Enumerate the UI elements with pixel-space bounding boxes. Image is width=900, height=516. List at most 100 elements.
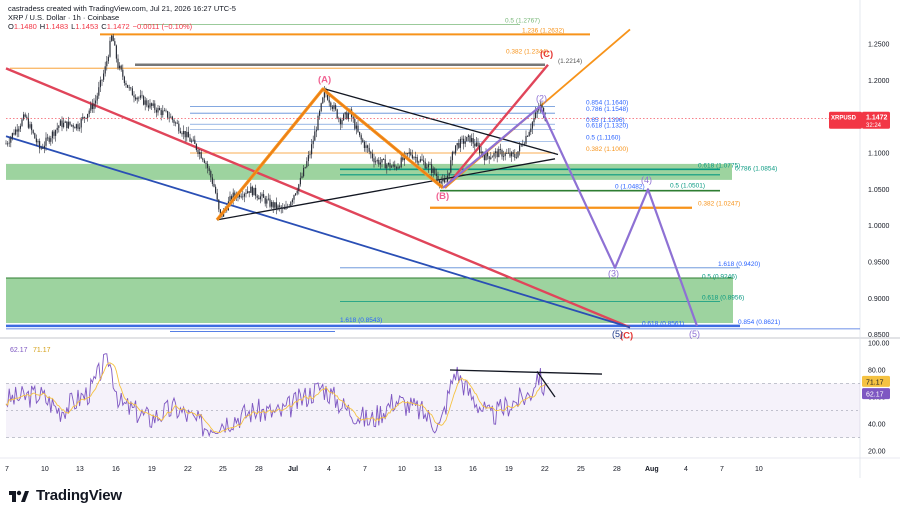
candle-body [90, 104, 92, 111]
candle-body [413, 157, 415, 159]
candle-body [80, 118, 82, 128]
candle-body [66, 121, 68, 129]
candle-body [147, 105, 149, 108]
candle-body [71, 124, 73, 126]
fib-label: 0 (1.0482) [615, 184, 645, 191]
candle-body [375, 161, 377, 163]
rsi-divergence-drop [536, 370, 556, 398]
candle-body [138, 97, 140, 99]
candle-body [447, 175, 449, 182]
candle-body [432, 168, 434, 173]
candle-body [173, 119, 175, 123]
price-tick-label: 1.0000 [868, 223, 890, 230]
candle-body [181, 133, 183, 135]
symbol-title[interactable]: XRP / U.S. Dollar · 1h · Coinbase [8, 13, 120, 22]
candle-body [415, 156, 417, 158]
candle-body [152, 103, 154, 106]
time-tick-label: 25 [577, 466, 585, 473]
candle-body [405, 153, 407, 155]
countdown-badge-text: 32:24 [866, 123, 882, 129]
orange-wave-inner [216, 88, 444, 221]
candle-body [39, 141, 41, 149]
time-tick-label: 22 [184, 466, 192, 473]
wave-label-5-blue: (5) [612, 329, 623, 339]
candle-body [299, 177, 301, 185]
candle-body [144, 100, 146, 105]
candle-body [536, 110, 538, 113]
candle-body [386, 164, 388, 169]
candle-body [322, 97, 324, 104]
candle-body [283, 207, 285, 210]
candle-body [56, 127, 58, 131]
candle-body [331, 106, 333, 109]
candle-body [259, 196, 261, 200]
candle-body [291, 199, 293, 203]
candle-body [530, 128, 532, 133]
candle-body [359, 131, 361, 136]
candle-body [263, 194, 265, 198]
candle-body [306, 161, 308, 168]
candle-body [280, 206, 282, 209]
tradingview-logo[interactable]: TradingView [8, 487, 122, 504]
candle-body [520, 144, 522, 146]
candle-body [128, 87, 130, 89]
candle-body [45, 137, 47, 146]
candle-body [243, 193, 245, 197]
time-tick-label: 10 [41, 466, 49, 473]
rsi-legend-ma: 71.17 [33, 347, 51, 354]
candle-body [528, 132, 530, 137]
candle-body [141, 95, 143, 97]
time-tick-label: 4 [327, 466, 331, 473]
candle-body [410, 152, 412, 155]
candle-body [199, 152, 201, 154]
fib-label: 0.382 (1.2344) [506, 48, 548, 55]
candle-body [255, 187, 257, 196]
time-tick-label: 19 [505, 466, 513, 473]
candle-body [250, 186, 252, 193]
candle-body [485, 152, 487, 161]
candle-body [197, 149, 199, 154]
tradingview-logo-icon [8, 488, 30, 504]
candle-body [298, 184, 300, 192]
candle-body [7, 143, 9, 145]
candle-body [423, 160, 425, 162]
candle-body [168, 117, 170, 119]
rsi-line [5, 353, 546, 438]
candle-body [399, 166, 401, 168]
candle-body [59, 120, 61, 126]
creator-line: castradess created with TradingView.com,… [8, 4, 236, 13]
price-tick-label: 1.2500 [868, 42, 890, 49]
candle-body [26, 116, 28, 119]
candle-body [407, 153, 409, 155]
candle-body [200, 152, 202, 159]
candle-body [77, 124, 79, 129]
time-tick-label: 28 [613, 466, 621, 473]
rsi-divergence-line [449, 369, 603, 375]
candle-body [440, 181, 442, 184]
candle-body [51, 131, 53, 139]
candle-body [139, 95, 141, 98]
candle-body [314, 131, 316, 141]
candle-body [95, 100, 97, 104]
candle-body [234, 192, 236, 197]
candle-body [55, 130, 57, 136]
candle-body [101, 79, 103, 81]
candle-body [8, 142, 10, 144]
candle-body [363, 141, 365, 148]
candle-body [248, 191, 250, 193]
candle-body [106, 61, 108, 67]
candle-body [245, 193, 247, 195]
blue-trendline [5, 135, 631, 329]
time-tick-label: 4 [684, 466, 688, 473]
candle-body [376, 159, 378, 162]
candle-body [61, 120, 63, 128]
candle-body [275, 202, 277, 209]
candle-body [125, 82, 127, 85]
candle-body [416, 156, 418, 163]
candle-body [439, 180, 441, 184]
time-tick-label: 16 [112, 466, 120, 473]
candle-body [456, 142, 458, 146]
candle-body [290, 202, 292, 207]
rsi-value-badge-text: 62.17 [866, 392, 884, 399]
